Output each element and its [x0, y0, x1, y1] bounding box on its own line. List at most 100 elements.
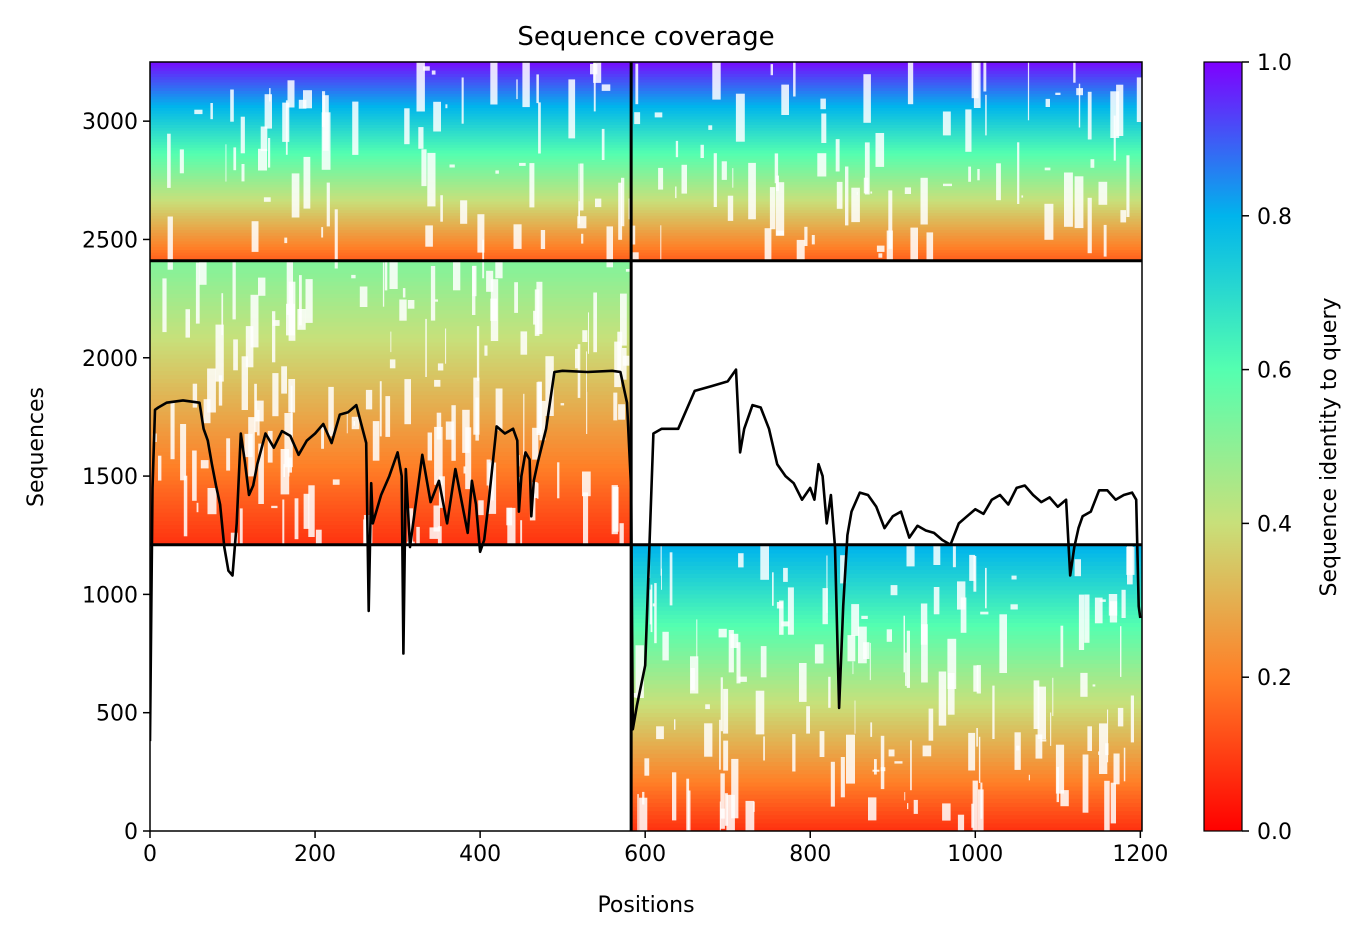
gap-mark: [180, 424, 187, 481]
gap-mark: [257, 409, 260, 436]
gap-mark: [170, 401, 175, 460]
identity-band: [150, 238, 1142, 242]
identity-band: [631, 544, 1142, 550]
gap-mark: [718, 628, 727, 638]
gap-mark: [649, 589, 652, 625]
gap-mark: [495, 248, 503, 279]
y-tick-label: 2500: [82, 228, 138, 253]
gap-mark: [720, 808, 725, 829]
identity-band: [150, 500, 632, 505]
gap-mark: [1126, 155, 1130, 217]
gap-mark: [632, 693, 638, 698]
gap-mark: [614, 341, 621, 388]
identity-band: [150, 150, 1142, 154]
gap-mark: [200, 460, 209, 469]
gap-mark: [215, 324, 224, 382]
gap-mark: [845, 166, 849, 226]
gap-mark: [772, 572, 774, 606]
gap-mark: [840, 555, 847, 584]
gap-mark: [232, 260, 236, 320]
gap-mark: [185, 309, 190, 338]
gap-mark: [724, 793, 728, 826]
gap-mark: [285, 100, 288, 155]
identity-band: [150, 350, 632, 355]
identity-band: [631, 704, 1142, 709]
gap-mark: [478, 500, 484, 516]
identity-band: [150, 226, 1142, 231]
identity-band: [631, 794, 1142, 799]
gap-mark: [233, 339, 238, 371]
identity-band: [631, 806, 1142, 812]
chart-title: Sequence coverage: [517, 22, 774, 52]
gap-mark: [239, 508, 243, 558]
gap-mark: [433, 505, 440, 532]
identity-band: [150, 354, 632, 359]
gap-mark: [952, 539, 956, 568]
gap-mark: [999, 614, 1007, 673]
identity-band: [631, 741, 1142, 746]
gap-mark: [230, 89, 234, 122]
gap-mark: [268, 138, 271, 168]
gap-mark: [1033, 680, 1040, 729]
gap-mark: [520, 520, 523, 552]
gap-mark: [920, 177, 928, 225]
gap-mark: [662, 631, 669, 661]
gap-mark: [947, 673, 955, 715]
gap-mark: [1014, 732, 1021, 770]
gap-mark: [690, 656, 699, 694]
gap-mark: [907, 803, 909, 810]
identity-band: [150, 70, 1142, 74]
identity-band: [150, 172, 1142, 177]
gap-mark: [495, 170, 499, 174]
gap-mark: [721, 161, 727, 180]
gap-mark: [926, 232, 934, 275]
identity-band: [150, 293, 632, 298]
gap-mark: [618, 404, 626, 420]
gap-mark: [538, 102, 541, 154]
gap-mark: [321, 112, 331, 170]
identity-band: [631, 802, 1142, 808]
gap-mark: [465, 427, 472, 490]
identity-band: [631, 757, 1142, 763]
gap-mark: [536, 74, 539, 104]
gap-mark: [1074, 559, 1081, 577]
identity-band: [150, 520, 632, 526]
gap-mark: [1090, 159, 1095, 168]
gap-mark: [586, 391, 588, 434]
gap-mark: [985, 94, 987, 136]
gap-mark: [965, 109, 972, 152]
gap-mark: [943, 183, 952, 187]
gap-mark: [726, 794, 735, 831]
x-tick-label: 1000: [947, 842, 1003, 867]
identity-band: [150, 414, 632, 420]
gap-mark: [1016, 745, 1020, 751]
identity-band: [150, 104, 1142, 108]
gap-mark: [536, 281, 543, 335]
gap-mark: [738, 676, 747, 682]
gap-mark: [352, 101, 359, 155]
gap-mark: [921, 624, 928, 683]
gap-mark: [774, 153, 779, 184]
gap-mark: [321, 426, 324, 449]
gap-mark: [977, 169, 980, 181]
gap-mark: [445, 328, 447, 364]
gap-mark: [1044, 167, 1051, 171]
identity-band: [150, 398, 632, 404]
colorbar-label: Sequence identity to query: [1317, 297, 1342, 596]
gap-mark: [854, 700, 856, 734]
gap-mark: [705, 704, 710, 710]
gap-mark: [793, 62, 796, 97]
identity-band: [150, 406, 632, 412]
gap-mark: [826, 555, 828, 613]
gap-mark: [719, 719, 721, 770]
gap-mark: [654, 583, 657, 644]
colorbar-tick-label: 0.4: [1257, 512, 1292, 537]
gap-mark: [904, 187, 911, 194]
gap-mark: [1099, 599, 1106, 602]
identity-band: [631, 552, 1142, 558]
gap-mark: [886, 230, 893, 282]
gap-mark: [359, 286, 368, 307]
identity-band: [150, 479, 632, 485]
coverage-line: [150, 368, 1142, 742]
gap-mark: [1108, 594, 1118, 616]
